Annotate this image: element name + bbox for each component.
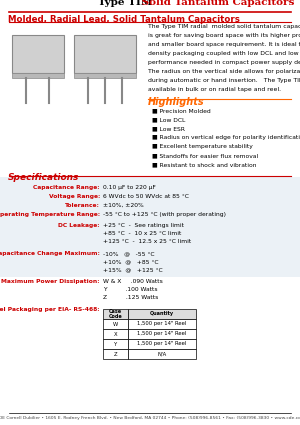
Text: Capacitance Range:: Capacitance Range: xyxy=(33,185,100,190)
Bar xyxy=(128,329,196,339)
Text: -55 °C to +125 °C (with proper derating): -55 °C to +125 °C (with proper derating) xyxy=(103,212,226,217)
Text: 1,500 per 14" Reel: 1,500 per 14" Reel xyxy=(137,321,187,326)
Text: Capacitance Change Maximum:: Capacitance Change Maximum: xyxy=(0,251,100,256)
Bar xyxy=(103,329,128,339)
Text: ■ Resistant to shock and vibration: ■ Resistant to shock and vibration xyxy=(152,162,256,167)
Text: Y          .100 Watts: Y .100 Watts xyxy=(103,287,158,292)
Text: The radius on the vertical side allows for polarization: The radius on the vertical side allows f… xyxy=(148,69,300,74)
Text: Operating Temperature Range:: Operating Temperature Range: xyxy=(0,212,100,217)
Text: 1,500 per 14" Reel: 1,500 per 14" Reel xyxy=(137,342,187,346)
Text: DC Leakage:: DC Leakage: xyxy=(58,223,100,228)
Text: ■ Precision Molded: ■ Precision Molded xyxy=(152,108,211,113)
Text: 1,500 per 14" Reel: 1,500 per 14" Reel xyxy=(137,332,187,337)
Text: density packaging coupled with low DCL and low ESR: density packaging coupled with low DCL a… xyxy=(148,51,300,56)
Text: CDE Cornell Dubilier • 1605 E. Rodney French Blvd. • New Bedford, MA 02744 • Pho: CDE Cornell Dubilier • 1605 E. Rodney Fr… xyxy=(0,416,300,420)
Text: ■ Excellent temperature stability: ■ Excellent temperature stability xyxy=(152,144,253,149)
Text: Solid Tantalum Capacitors: Solid Tantalum Capacitors xyxy=(138,0,294,7)
Bar xyxy=(12,73,64,78)
Text: +10%  @   +85 °C: +10% @ +85 °C xyxy=(103,259,158,264)
Bar xyxy=(74,73,136,78)
Text: +15%  @   +125 °C: +15% @ +125 °C xyxy=(103,267,163,272)
Text: is great for saving board space with its higher profile: is great for saving board space with its… xyxy=(148,33,300,38)
Text: W: W xyxy=(113,321,118,326)
Bar xyxy=(103,339,128,349)
Bar xyxy=(74,35,136,73)
Text: Z: Z xyxy=(114,351,117,357)
Bar xyxy=(103,319,128,329)
Text: 0.10 µF to 220 µF: 0.10 µF to 220 µF xyxy=(103,185,156,190)
Text: +125 °C  -  12.5 x 25 °C limit: +125 °C - 12.5 x 25 °C limit xyxy=(103,239,191,244)
Text: +85 °C  -  10 x 25 °C limit: +85 °C - 10 x 25 °C limit xyxy=(103,231,182,236)
Text: ■ Standoffs for easier flux removal: ■ Standoffs for easier flux removal xyxy=(152,153,258,158)
Bar xyxy=(128,339,196,349)
Bar xyxy=(128,309,196,319)
Text: -10%   @   -55 °C: -10% @ -55 °C xyxy=(103,251,154,256)
Text: ■ Radius on vertical edge for polarity identification: ■ Radius on vertical edge for polarity i… xyxy=(152,135,300,140)
Text: during automatic or hand insertion.   The Type TIM is: during automatic or hand insertion. The … xyxy=(148,78,300,83)
Text: and smaller board space requirement. It is ideal for high: and smaller board space requirement. It … xyxy=(148,42,300,47)
Text: 6 WVdc to 50 WVdc at 85 °C: 6 WVdc to 50 WVdc at 85 °C xyxy=(103,194,189,199)
Text: Z          .125 Watts: Z .125 Watts xyxy=(103,295,158,300)
Text: Case
Code: Case Code xyxy=(109,309,122,320)
Text: Tolerance:: Tolerance: xyxy=(65,203,100,208)
Text: Highlights: Highlights xyxy=(148,97,205,107)
Text: Quantity: Quantity xyxy=(150,312,174,317)
Text: ■ Low ESR: ■ Low ESR xyxy=(152,126,185,131)
Text: X: X xyxy=(114,332,117,337)
Text: +25 °C  -  See ratings limit: +25 °C - See ratings limit xyxy=(103,223,184,228)
Text: Voltage Range:: Voltage Range: xyxy=(49,194,100,199)
Text: The Type TIM radial  molded solid tantalum capacitor: The Type TIM radial molded solid tantalu… xyxy=(148,24,300,29)
Text: N/A: N/A xyxy=(158,351,166,357)
Text: W & X     .090 Watts: W & X .090 Watts xyxy=(103,279,163,284)
Text: Y: Y xyxy=(114,342,117,346)
Text: ■ Low DCL: ■ Low DCL xyxy=(152,117,185,122)
Text: performance needed in compact power supply designs.: performance needed in compact power supp… xyxy=(148,60,300,65)
Text: Molded, Radial Lead, Solid Tantalum Capacitors: Molded, Radial Lead, Solid Tantalum Capa… xyxy=(8,15,240,24)
Text: Type TIM: Type TIM xyxy=(98,0,152,7)
Bar xyxy=(103,309,128,319)
Text: Specifications: Specifications xyxy=(8,173,80,182)
Text: Maximum Power Dissipation:: Maximum Power Dissipation: xyxy=(2,279,100,284)
Text: Reel Packaging per EIA- RS-468:: Reel Packaging per EIA- RS-468: xyxy=(0,307,100,312)
Text: ±10%, ±20%: ±10%, ±20% xyxy=(103,203,144,208)
Bar xyxy=(0,177,300,277)
Bar xyxy=(12,35,64,73)
Text: available in bulk or on radial tape and reel.: available in bulk or on radial tape and … xyxy=(148,87,281,92)
Bar xyxy=(128,349,196,359)
Bar xyxy=(128,319,196,329)
Bar xyxy=(103,349,128,359)
